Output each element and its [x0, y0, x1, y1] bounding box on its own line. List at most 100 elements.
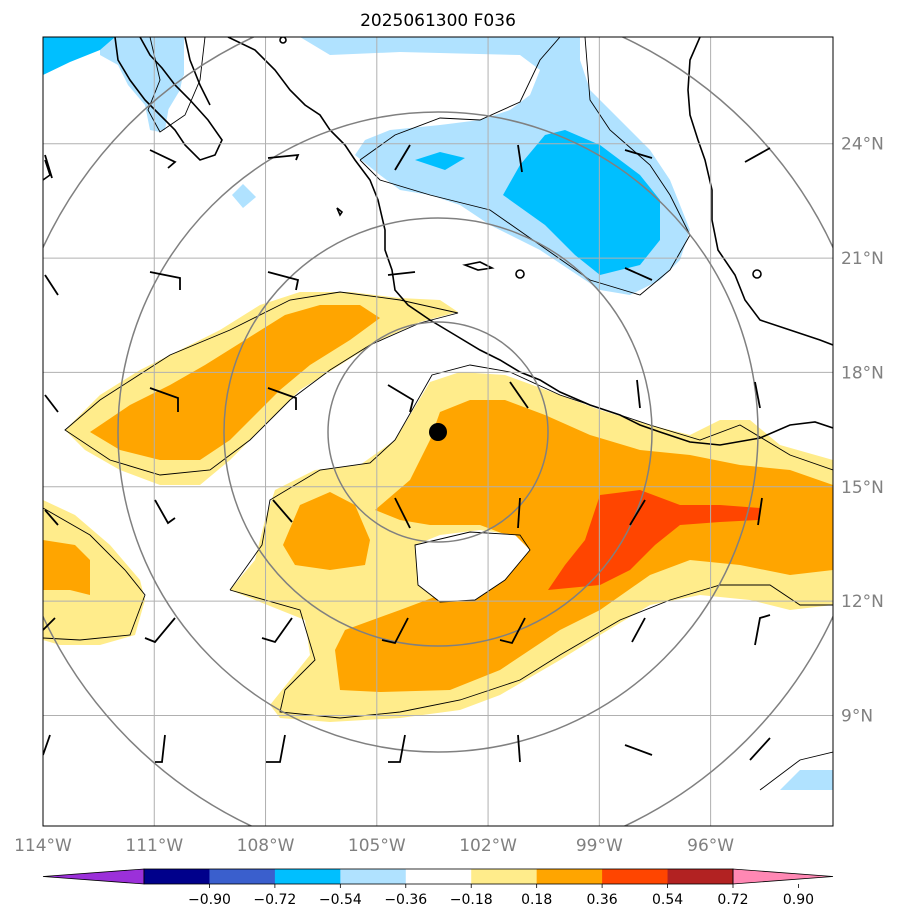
shading-light-blue-north: [43, 37, 690, 295]
coastlines: [43, 37, 833, 446]
colorbar-tick-label: −0.54: [319, 892, 362, 908]
shading-white-hole: [415, 530, 530, 602]
shading-red-core: [548, 490, 760, 590]
wind-barb: [387, 271, 416, 276]
wind-barb: [509, 381, 529, 409]
wind-barb: [388, 734, 406, 763]
wind-barb: [154, 499, 176, 525]
colorbar-segment: [405, 869, 472, 884]
island-marker: [279, 37, 287, 44]
contour-line: [759, 751, 833, 791]
shading-light-blue-small: [232, 184, 256, 208]
plot-frame: [42, 36, 834, 827]
baja-tip-island: [43, 159, 51, 181]
shading-blue-nw: [43, 37, 115, 75]
wind-barb: [624, 744, 653, 756]
lat-tick-label: 15°N: [841, 478, 884, 498]
shading-blue-small: [415, 152, 465, 170]
wind-barb: [381, 617, 409, 645]
wind-barb: [757, 497, 763, 526]
contour-line: [43, 507, 146, 641]
lon-tick-label: 108°W: [237, 836, 295, 856]
lat-tick-label: 9°N: [841, 706, 873, 726]
colorbar-segment: [536, 869, 603, 884]
range-ring-1: [327, 321, 549, 543]
wind-barb: [149, 387, 179, 412]
range-ring-2: [223, 217, 653, 647]
colorbar-tick-label: −0.90: [188, 892, 231, 908]
colorbar-segment: [602, 869, 669, 884]
contour-line: [359, 37, 691, 296]
wind-barb: [267, 387, 297, 410]
wind-barb: [394, 144, 411, 171]
colorbar: −0.90 −0.72 −0.54 −0.36 −0.18 0.18 0.36 0.54 0.7…: [42, 868, 834, 908]
wind-barb: [517, 144, 523, 173]
wind-barb: [394, 497, 411, 529]
shading-yellow-far-west: [43, 500, 145, 645]
lon-tick-label: 111°W: [125, 836, 183, 856]
shading-light-blue-nw: [100, 37, 184, 130]
colorbar-tick-label: 0.36: [587, 892, 618, 908]
colorbar-tick-label: 0.72: [717, 892, 748, 908]
range-ring-3: [117, 111, 759, 753]
wind-barbs: [43, 144, 771, 763]
wind-barb: [44, 394, 59, 413]
contour-line: [229, 584, 833, 719]
contour-line: [229, 364, 833, 591]
shading-orange-far-west: [43, 540, 90, 595]
wind-barb: [754, 614, 771, 646]
colorbar-extend-high: [732, 868, 834, 885]
contour-line: [147, 37, 206, 133]
wind-barb: [267, 153, 300, 161]
baja-east-coast: [184, 37, 211, 106]
contour-line: [359, 37, 561, 161]
lat-tick-label: 21°N: [841, 249, 884, 269]
wind-barb: [272, 499, 293, 523]
lon-tick-label: 105°W: [348, 836, 406, 856]
shading-orange-west-blob: [283, 492, 370, 570]
wind-barb: [43, 734, 51, 756]
latitude-labels: 24°N 21°N 18°N 15°N 12°N 9°N: [841, 135, 884, 727]
wind-barb: [624, 267, 653, 281]
colorbar-segment: [144, 869, 210, 884]
gulf-of-mexico-coast: [687, 37, 833, 346]
lon-tick-label: 99°W: [576, 836, 623, 856]
wind-barb: [261, 617, 293, 644]
colorbar-tick-label: −0.36: [384, 892, 427, 908]
wind-barb: [749, 737, 771, 761]
wind-barb: [499, 617, 526, 645]
wind-barb: [43, 617, 56, 631]
wind-barb: [636, 379, 641, 409]
colorbar-outline: [143, 868, 734, 885]
shading-blue-central: [503, 130, 660, 275]
lon-tick-label: 96°W: [687, 836, 734, 856]
wind-barb: [517, 734, 521, 763]
longitude-labels: 114°W 111°W 108°W 105°W 102°W 99°W 96°W: [14, 836, 734, 856]
wind-barb: [629, 499, 646, 526]
colorbar-segment: [471, 869, 538, 884]
colorbar-tick-label: 0.90: [783, 892, 814, 908]
colorbar-tick-label: 0.18: [521, 892, 552, 908]
wind-barb: [266, 734, 286, 763]
wind-barb: [387, 384, 415, 413]
range-rings: [43, 37, 833, 826]
negative-anomaly-shading: [43, 37, 833, 790]
island-marker: [515, 269, 525, 279]
wind-barb: [149, 149, 177, 169]
wind-barb: [631, 617, 646, 643]
lake-chapala: [462, 261, 495, 271]
island-marker: [752, 269, 762, 279]
mexico-pacific-coast: [227, 37, 833, 446]
storm-center-marker: [429, 423, 447, 441]
colorbar-segment: [340, 869, 407, 884]
colorbar-segment: [274, 869, 341, 884]
plot-area: [43, 37, 833, 826]
lat-tick-label: 24°N: [841, 135, 884, 155]
wind-barb: [744, 147, 771, 163]
wind-barb: [624, 149, 653, 159]
positive-anomaly-shading: [43, 292, 833, 722]
lon-tick-label: 102°W: [459, 836, 517, 856]
lat-tick-label: 18°N: [841, 363, 884, 383]
gridlines: [43, 37, 833, 826]
